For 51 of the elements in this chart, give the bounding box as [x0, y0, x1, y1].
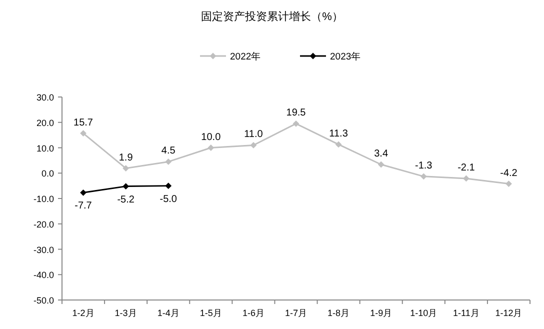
data-label: -2.1 — [458, 162, 476, 174]
x-tick-label: 1-3月 — [114, 308, 137, 318]
y-tick-label: -30.0 — [33, 244, 54, 255]
data-label: -7.7 — [74, 200, 92, 212]
point — [250, 142, 257, 148]
point — [122, 183, 130, 190]
data-label: 3.4 — [374, 148, 388, 160]
x-tick-label: 1-8月 — [328, 308, 350, 318]
data-label: -5.0 — [160, 194, 178, 205]
point — [165, 158, 172, 165]
data-label: 10.0 — [201, 132, 222, 143]
legend-label: 2023年 — [330, 50, 362, 62]
point — [378, 161, 384, 168]
data-label: 1.9 — [118, 152, 134, 164]
y-tick-label: 30.0 — [36, 92, 54, 102]
point — [80, 130, 86, 136]
data-label: -1.3 — [415, 160, 433, 172]
point — [208, 144, 214, 151]
data-label: 4.5 — [161, 146, 176, 157]
x-tick-label: 1-4月 — [157, 308, 180, 318]
chart-title: 固定资产投资累计增长（%） — [201, 10, 343, 23]
point — [292, 120, 300, 127]
point — [80, 189, 86, 196]
y-tick-label: -40.0 — [33, 270, 54, 280]
y-tick-label: 0.0 — [41, 168, 54, 179]
point — [122, 165, 130, 172]
y-tick-label: -50.0 — [33, 296, 54, 306]
x-tick-label: 1-6月 — [242, 308, 264, 318]
point — [165, 182, 172, 190]
data-label: 11.0 — [244, 129, 264, 140]
y-tick-label: -20.0 — [33, 219, 54, 230]
data-label: 19.5 — [286, 108, 306, 119]
point — [420, 173, 427, 180]
point — [506, 180, 512, 187]
point — [462, 175, 470, 182]
data-label: 11.3 — [329, 128, 348, 140]
y-tick-label: -10.0 — [33, 194, 54, 204]
x-tick-label: 1-12月 — [495, 308, 522, 318]
x-tick-label: 1-11月 — [453, 308, 480, 318]
data-label: -5.2 — [117, 194, 135, 206]
legend-label: 2022年 — [230, 50, 262, 62]
point — [335, 141, 342, 148]
data-label: 15.7 — [74, 117, 94, 128]
x-tick-label: 1-2月 — [72, 308, 94, 318]
x-tick-label: 1-5月 — [200, 308, 222, 318]
y-tick-label: 20.0 — [36, 118, 54, 128]
x-tick-label: 1-9月 — [370, 308, 392, 318]
y-tick-label: 10.0 — [36, 143, 54, 154]
data-label: -4.2 — [500, 168, 518, 179]
x-tick-label: 1-10月 — [410, 308, 438, 318]
x-tick-label: 1-7月 — [284, 308, 308, 318]
